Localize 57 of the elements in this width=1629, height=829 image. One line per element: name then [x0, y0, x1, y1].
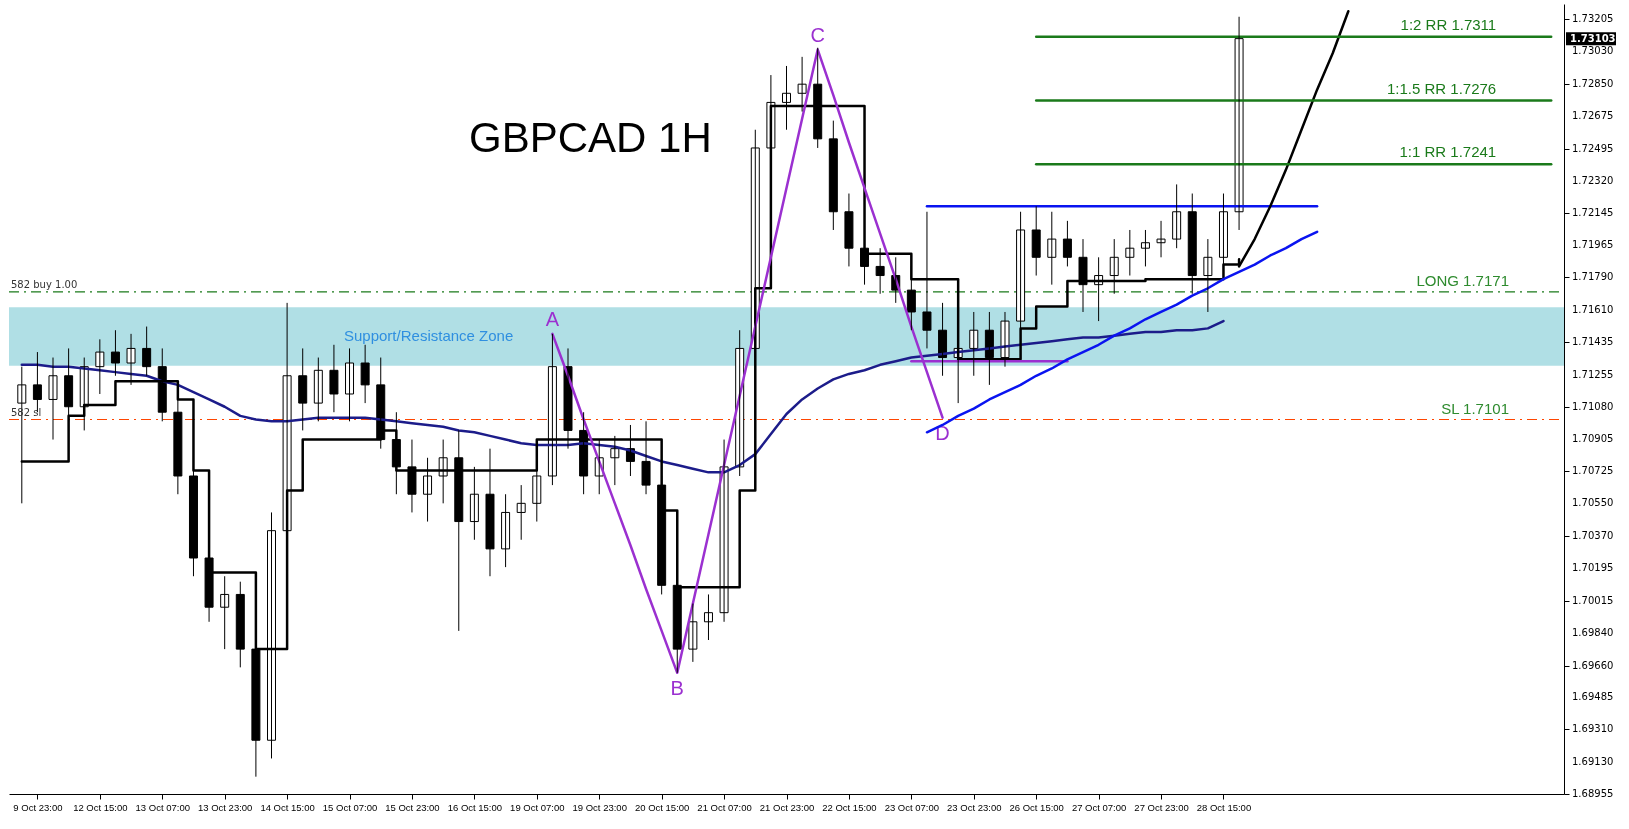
y-tick-label: 1.69485 — [1572, 691, 1614, 703]
y-tick-label: 1.70905 — [1572, 432, 1614, 444]
x-tick-label: 21 Oct 07:00 — [697, 801, 752, 813]
x-tick-label: 19 Oct 23:00 — [572, 801, 627, 813]
ref-line-label: SL 1.7101 — [1441, 399, 1509, 417]
y-tick-label: 1.70550 — [1572, 497, 1614, 509]
y-tick-label: 1.70725 — [1572, 465, 1614, 477]
x-tick-label: 23 Oct 07:00 — [884, 801, 940, 813]
x-tick-label: 15 Oct 23:00 — [385, 801, 440, 813]
x-tick-label: 14 Oct 15:00 — [260, 801, 315, 813]
y-tick-label: 1.71965 — [1572, 239, 1614, 251]
y-tick-label: 1.69310 — [1572, 723, 1614, 735]
y-tick-label: 1.71255 — [1572, 368, 1614, 380]
x-tick-label: 26 Oct 15:00 — [1009, 801, 1064, 813]
annotation: 582 buy 1.00 — [11, 278, 78, 290]
y-tick-label: 1.70370 — [1572, 530, 1614, 542]
x-tick-label: 13 Oct 07:00 — [135, 801, 190, 813]
data-label: B — [670, 676, 684, 699]
y-tick-label: 1.68955 — [1572, 788, 1614, 799]
y-tick-label: 1.73205 — [1572, 13, 1614, 25]
text: 1.73103 — [1570, 32, 1616, 44]
x-tick-label: 28 Oct 15:00 — [1196, 801, 1252, 813]
y-tick-label: 1.71790 — [1572, 271, 1614, 283]
x-tick-label: 16 Oct 15:00 — [447, 801, 503, 813]
series-label: 1:1.5 RR 1.7276 — [1386, 79, 1497, 97]
data-label: A — [545, 307, 560, 330]
y-tick-label: 1.71435 — [1572, 336, 1614, 348]
x-tick-label: 23 Oct 23:00 — [947, 801, 1002, 813]
ref-line-label: LONG 1.7171 — [1416, 271, 1509, 289]
text: GBPCAD 1H — [469, 114, 712, 161]
band-label: Support/Resistance Zone — [344, 327, 514, 345]
x-tick-label: 13 Oct 23:00 — [197, 801, 253, 813]
data-label: C — [810, 23, 825, 46]
y-tick-label: 1.71610 — [1572, 304, 1614, 316]
x-tick-label: 20 Oct 15:00 — [634, 801, 690, 813]
y-tick-label: 1.72320 — [1572, 174, 1614, 186]
series-label: 1:2 RR 1.7311 — [1400, 15, 1497, 33]
y-tick-label: 1.71080 — [1572, 400, 1614, 412]
y-tick-label: 1.72145 — [1572, 206, 1614, 218]
x-tick-label: 22 Oct 15:00 — [822, 801, 877, 813]
y-tick-label: 1.72850 — [1572, 78, 1614, 90]
x-tick-label: 15 Oct 07:00 — [322, 801, 378, 813]
y-tick-label: 1.72495 — [1572, 142, 1614, 154]
x-tick-label: 12 Oct 15:00 — [73, 801, 128, 813]
series-label: 1:1 RR 1.7241 — [1399, 143, 1497, 161]
x-tick-label: 27 Oct 07:00 — [1071, 801, 1127, 813]
x-tick-label: 9 Oct 23:00 — [13, 801, 63, 813]
y-tick-label: 1.73030 — [1572, 45, 1614, 57]
y-tick-label: 1.70195 — [1572, 562, 1614, 574]
x-tick-label: 19 Oct 07:00 — [510, 801, 565, 813]
y-tick-label: 1.69840 — [1572, 626, 1614, 638]
y-tick-label: 1.72675 — [1572, 110, 1614, 122]
y-tick-label: 1.69130 — [1572, 756, 1614, 768]
x-tick-label: 21 Oct 23:00 — [759, 801, 815, 813]
x-tick-label: 27 Oct 23:00 — [1134, 801, 1189, 813]
y-tick-label: 1.70015 — [1572, 594, 1614, 606]
y-tick-label: 1.69660 — [1572, 659, 1614, 671]
